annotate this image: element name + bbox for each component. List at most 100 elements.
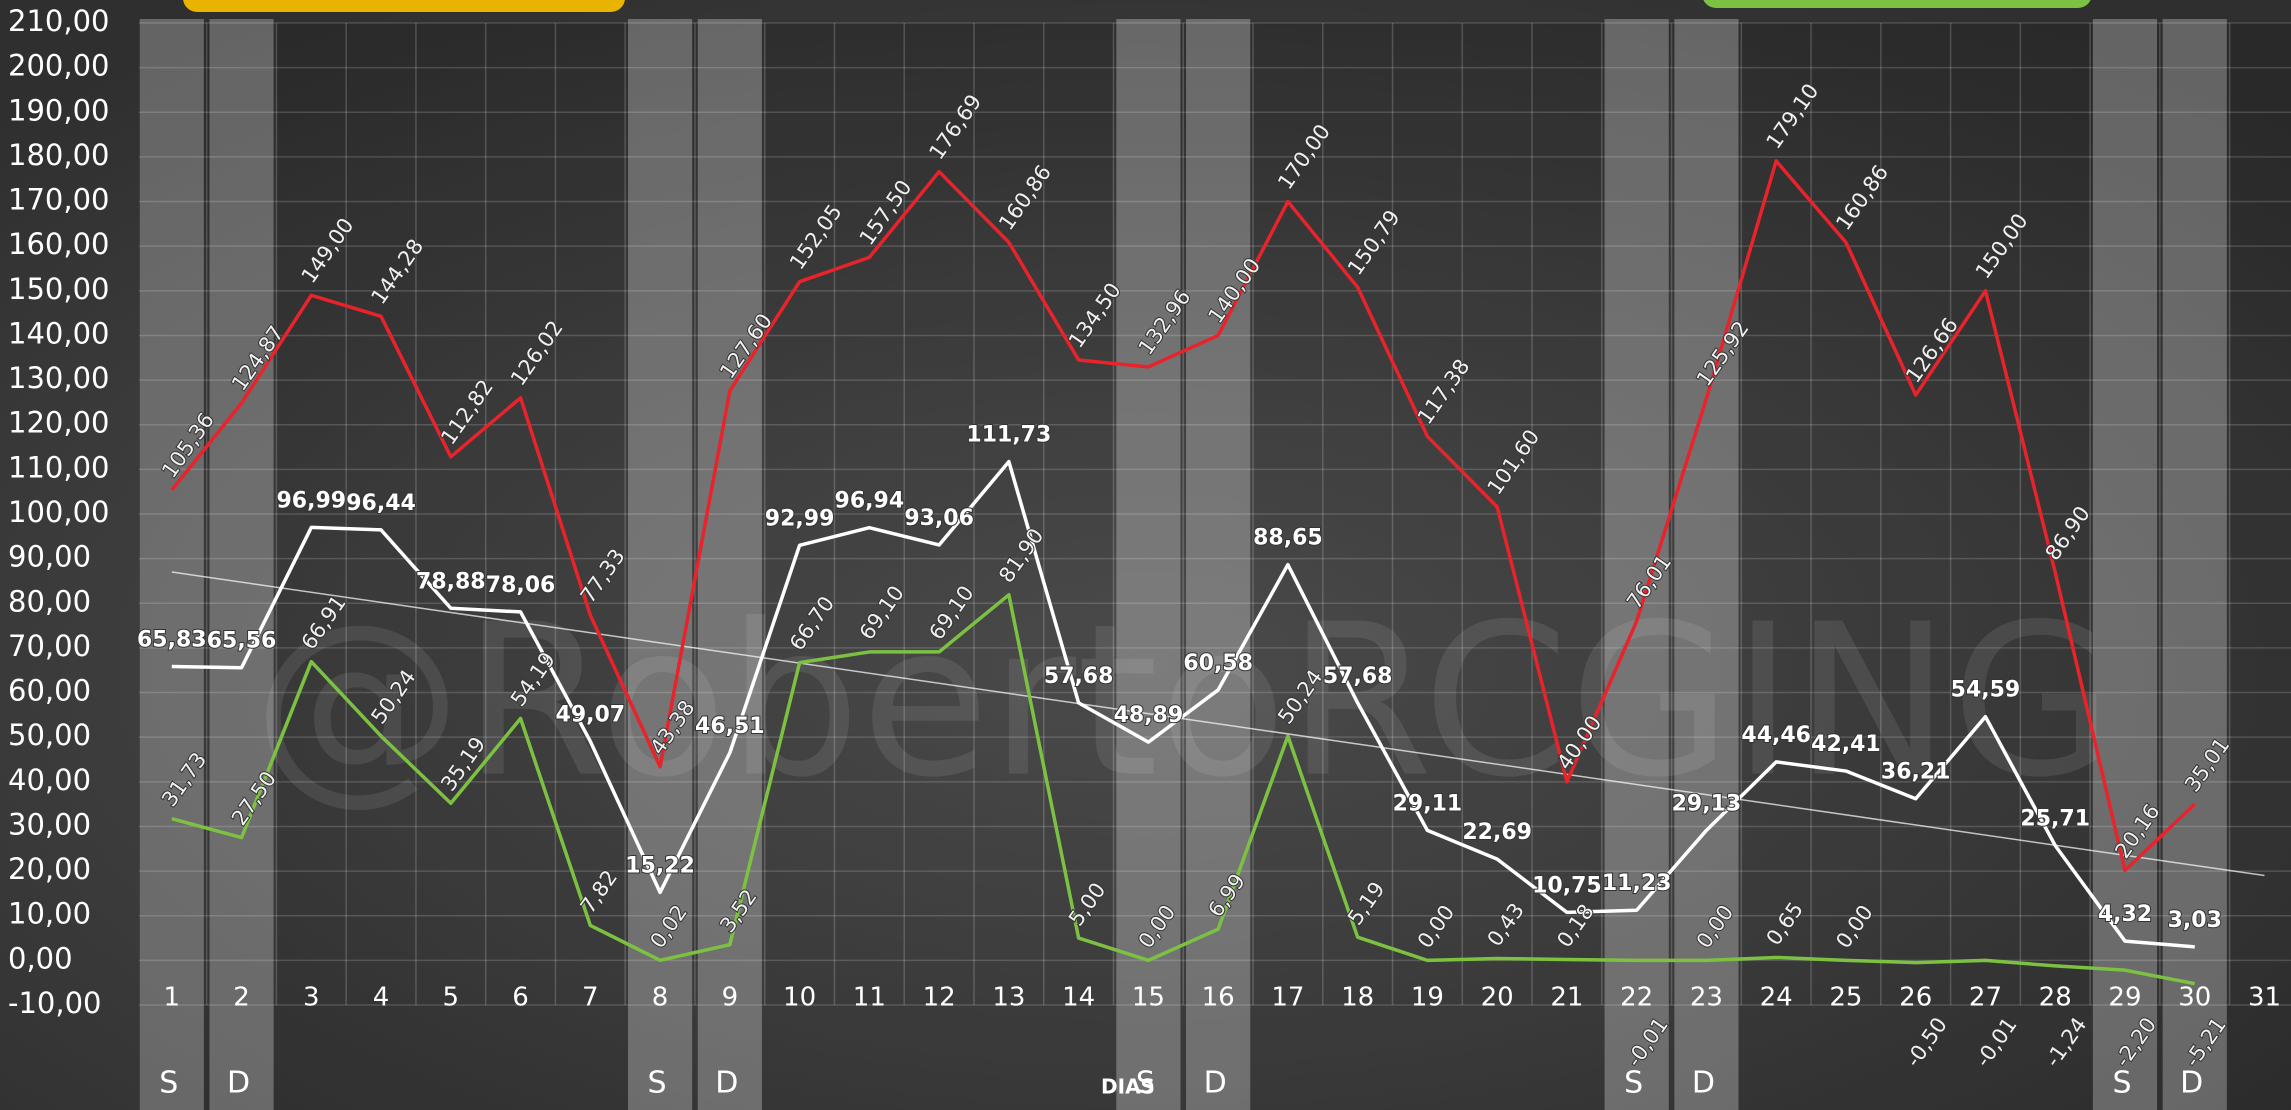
- y-tick-label: 140,00: [8, 316, 109, 350]
- x-tick-label: 19: [1411, 983, 1444, 1013]
- weekend-label: D: [1204, 1066, 1227, 1101]
- green-button: [1703, 0, 2091, 8]
- y-tick-label: 0,00: [8, 941, 73, 975]
- data-label: 57,68: [1044, 664, 1114, 689]
- y-tick-label: 20,00: [8, 852, 91, 886]
- weekend-column: [2162, 19, 2227, 1110]
- y-tick-label: 120,00: [8, 406, 109, 440]
- x-tick-label: 30: [2178, 983, 2211, 1013]
- y-tick-label: 190,00: [8, 93, 109, 127]
- weekend-column: [1116, 19, 1181, 1110]
- x-tick-label: 24: [1760, 983, 1793, 1013]
- x-tick-label: 17: [1271, 983, 1304, 1013]
- x-tick-label: 1: [164, 983, 181, 1013]
- data-label: 78,88: [416, 569, 486, 594]
- series-line: [171, 459, 2195, 949]
- weekend-label: S: [1136, 1066, 1155, 1101]
- data-label: 46,51: [695, 714, 765, 739]
- x-tick-label: 22: [1620, 983, 1653, 1013]
- data-label: 78,06: [486, 573, 556, 598]
- data-label: 4,32: [2098, 902, 2152, 927]
- data-label: 96,44: [346, 491, 416, 516]
- data-label: 48,89: [1114, 703, 1184, 728]
- weekend-column: [1186, 19, 1251, 1110]
- x-tick-label: 25: [1829, 983, 1862, 1013]
- x-tick-label: 4: [373, 983, 390, 1013]
- data-label: 11,23: [1602, 871, 1672, 896]
- data-label: 29,11: [1393, 791, 1463, 816]
- weekend-column: [139, 19, 204, 1110]
- x-tick-label: 5: [443, 983, 460, 1013]
- y-tick-label: 40,00: [8, 763, 91, 797]
- x-tick-label: 6: [512, 983, 529, 1013]
- x-tick-label: 26: [1899, 983, 1932, 1013]
- data-label: 10,75: [1532, 873, 1602, 898]
- x-tick-label: 14: [1062, 983, 1095, 1013]
- weekend-label: S: [2112, 1066, 2131, 1101]
- data-label: 93,06: [904, 506, 974, 531]
- watermark: @RobertoRCGING: [252, 579, 2113, 824]
- weekend-label: S: [1624, 1066, 1643, 1101]
- x-tick-label: 27: [1969, 983, 2002, 1013]
- x-tick-label: 18: [1341, 983, 1374, 1013]
- weekend-column: [209, 19, 274, 1110]
- data-label: 65,83: [137, 628, 207, 653]
- y-tick-label: -10,00: [8, 986, 102, 1020]
- y-tick-label: 130,00: [8, 361, 109, 395]
- x-tick-label: 12: [923, 983, 956, 1013]
- weekend-label: D: [2180, 1066, 2203, 1101]
- y-tick-label: 160,00: [8, 227, 109, 261]
- x-tick-label: 23: [1690, 983, 1723, 1013]
- series-line: [171, 593, 2196, 986]
- x-tick-label: 13: [992, 983, 1025, 1013]
- y-tick-label: 60,00: [8, 674, 91, 708]
- weekend-column: [1604, 19, 1669, 1110]
- y-tick-label: 170,00: [8, 183, 109, 217]
- x-tick-label: 2: [233, 983, 250, 1013]
- x-tick-label: 3: [303, 983, 320, 1013]
- y-tick-label: 10,00: [8, 897, 91, 931]
- series-line: [170, 159, 2196, 873]
- data-label: 36,21: [1881, 760, 1951, 785]
- data-label: 88,65: [1253, 526, 1323, 551]
- weekend-column: [1674, 19, 1739, 1110]
- x-tick-label: 7: [582, 983, 599, 1013]
- x-axis-label: DIAS: [1101, 1075, 1155, 1099]
- data-label: 96,94: [835, 489, 905, 514]
- data-label: 3,03: [2168, 908, 2222, 933]
- x-tick-label: 10: [783, 983, 816, 1013]
- data-label: 49,07: [556, 702, 626, 727]
- weekend-label: D: [715, 1066, 738, 1101]
- data-label: 42,41: [1811, 732, 1881, 757]
- x-tick-label: 29: [2108, 983, 2141, 1013]
- x-tick-label: 31: [2248, 983, 2281, 1013]
- y-tick-label: 90,00: [8, 540, 91, 574]
- data-label: 54,59: [1951, 678, 2021, 703]
- data-label: 57,68: [1323, 664, 1393, 689]
- y-tick-label: 210,00: [8, 4, 109, 38]
- weekend-label: D: [227, 1066, 250, 1101]
- weekend-column: [627, 19, 693, 1110]
- y-tick-label: 70,00: [8, 629, 91, 663]
- y-tick-label: 150,00: [8, 272, 109, 306]
- data-label: 29,13: [1672, 791, 1742, 816]
- y-tick-label: 110,00: [8, 450, 109, 484]
- x-tick-label: 8: [652, 983, 669, 1013]
- weekend-column: [2092, 19, 2158, 1110]
- y-tick-label: 50,00: [8, 718, 91, 752]
- y-tick-label: 180,00: [8, 138, 109, 172]
- x-tick-label: 9: [722, 983, 739, 1013]
- x-tick-label: 16: [1202, 983, 1235, 1013]
- trendline: [171, 571, 2265, 877]
- y-tick-label: 30,00: [8, 807, 91, 841]
- data-label: 111,73: [966, 423, 1051, 448]
- y-tick-label: 80,00: [8, 584, 91, 618]
- x-tick-label: 28: [2039, 983, 2072, 1013]
- data-label: 96,99: [277, 488, 347, 513]
- weekend-label: D: [1692, 1066, 1715, 1101]
- weekend-label: S: [648, 1066, 667, 1101]
- weekend-column: [697, 19, 762, 1110]
- x-tick-label: 20: [1481, 983, 1514, 1013]
